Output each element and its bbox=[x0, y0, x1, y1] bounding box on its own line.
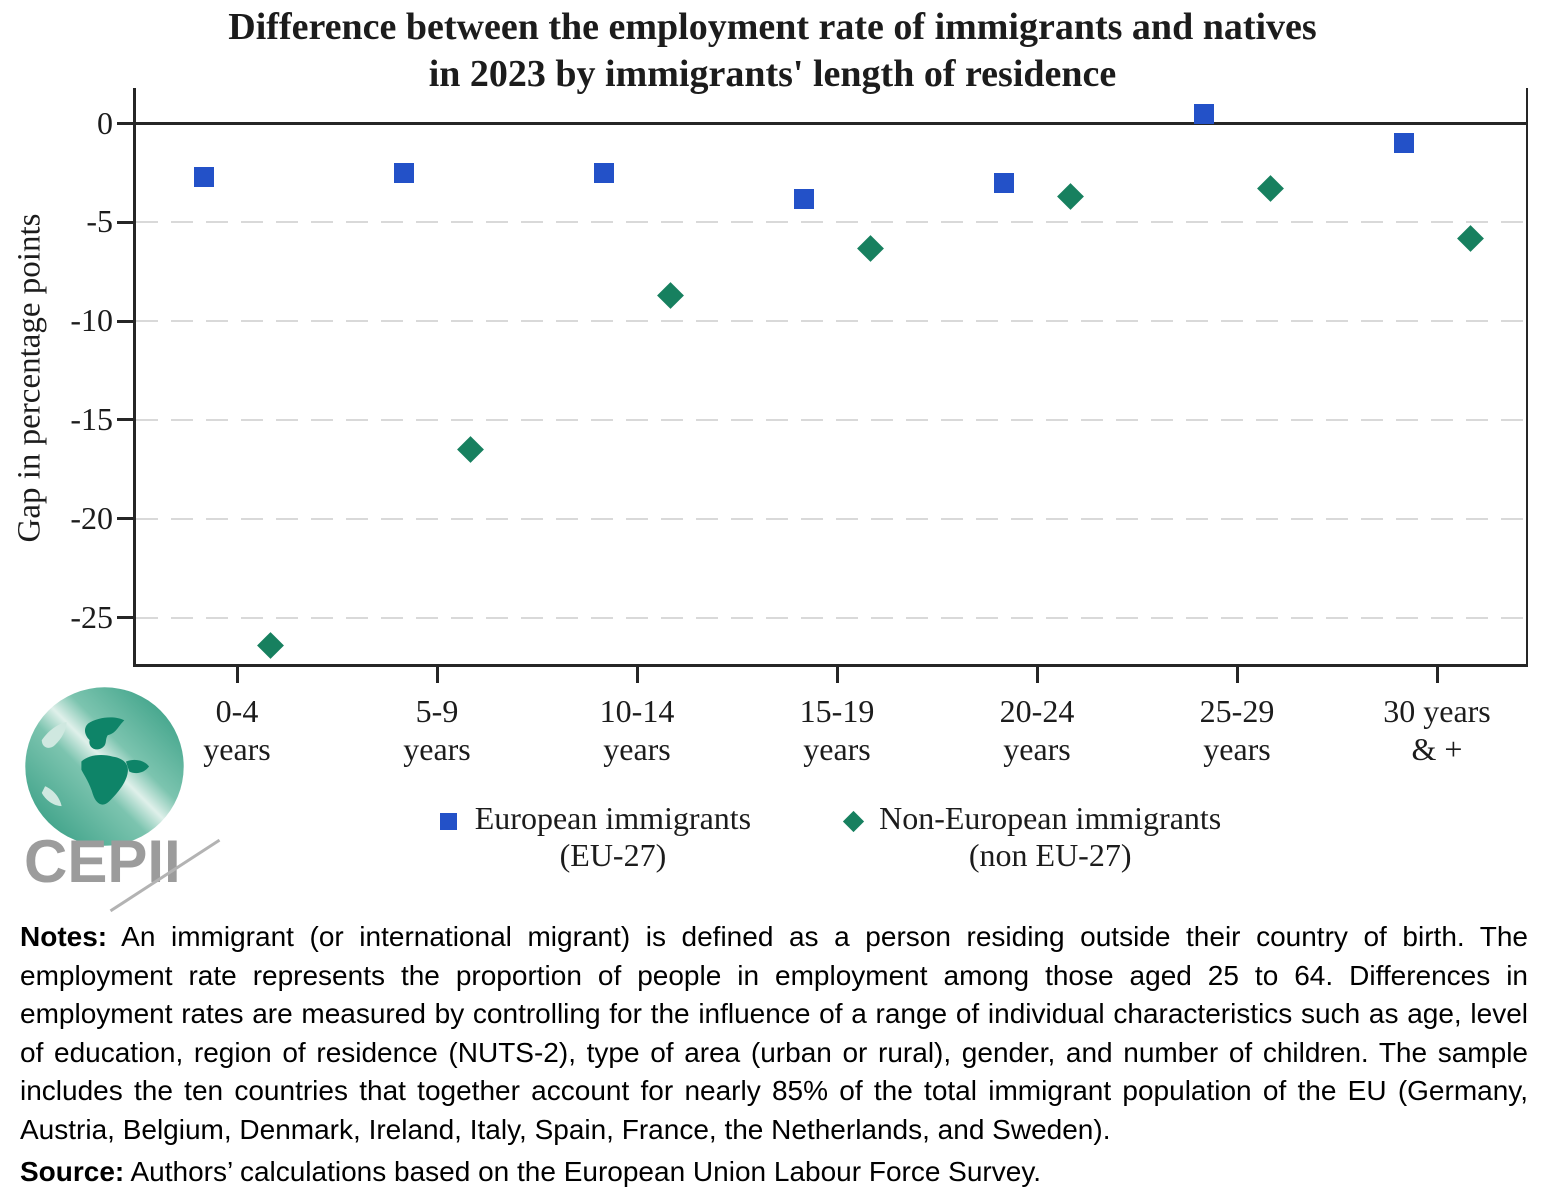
data-point-european-2 bbox=[594, 162, 614, 183]
x-tick-label-3-line1: 15-19 bbox=[799, 693, 875, 729]
source-text: Authors’ calculations based on the Europ… bbox=[130, 1156, 1042, 1187]
data-point-non-european-2 bbox=[656, 282, 684, 309]
x-tick-6 bbox=[1435, 667, 1439, 683]
x-tick-label-5: 25-29 years bbox=[1127, 692, 1347, 768]
x-tick-label-1-line2: years bbox=[403, 731, 471, 767]
x-tick-label-5-line2: years bbox=[1203, 731, 1271, 767]
gridline--15 bbox=[136, 418, 1528, 421]
x-tick-1 bbox=[435, 667, 439, 683]
x-tick-2 bbox=[635, 667, 639, 683]
cepii-logo: CEPII bbox=[22, 684, 232, 913]
y-tick--15 bbox=[117, 418, 133, 422]
x-tick-label-0: 0-4 years bbox=[127, 692, 347, 768]
x-tick-label-0-line1: 0-4 bbox=[215, 693, 259, 729]
y-tick--25 bbox=[117, 616, 133, 620]
x-tick-label-4: 20-24 years bbox=[927, 692, 1147, 768]
cepii-logo-text: CEPII bbox=[24, 828, 181, 895]
x-tick-5 bbox=[1235, 667, 1239, 683]
legend-label-non-european-line1: Non-European immigrants bbox=[879, 800, 1222, 836]
data-point-non-european-1 bbox=[456, 436, 484, 464]
source-label: Source: bbox=[20, 1156, 125, 1187]
y-tick-label--10: -10 bbox=[70, 302, 113, 339]
data-point-european-6 bbox=[1394, 133, 1414, 154]
data-point-non-european-6 bbox=[1456, 224, 1484, 252]
x-tick-label-3-line2: years bbox=[803, 731, 871, 767]
y-tick-label-0: 0 bbox=[97, 104, 113, 141]
legend-square-marker-icon bbox=[439, 813, 457, 830]
x-tick-label-6-line1: 30 years bbox=[1383, 693, 1491, 729]
chart-title: Difference between the employment rate o… bbox=[0, 4, 1545, 98]
legend-label-non-european-line2: (non EU-27) bbox=[968, 837, 1132, 873]
data-point-european-1 bbox=[394, 162, 414, 183]
legend-label-non-european: Non-European immigrants (non EU-27) bbox=[879, 800, 1221, 874]
x-tick-label-4-line2: years bbox=[1003, 731, 1071, 767]
x-tick-label-3: 15-19 years bbox=[727, 692, 947, 768]
zero-line bbox=[133, 122, 1528, 126]
y-tick-label--25: -25 bbox=[70, 598, 113, 635]
x-tick-label-2: 10-14 years bbox=[527, 692, 747, 768]
source-paragraph: Source: Authors’ calculations based on t… bbox=[20, 1153, 1528, 1192]
data-point-european-0 bbox=[194, 166, 214, 187]
x-tick-label-1: 5-9 years bbox=[327, 692, 547, 768]
x-tick-3 bbox=[835, 667, 839, 683]
y-tick--5 bbox=[117, 220, 133, 224]
y-axis-line bbox=[133, 88, 136, 667]
gridline--20 bbox=[136, 517, 1528, 520]
notes-block: Notes: An immigrant (or international mi… bbox=[20, 918, 1528, 1192]
y-tick-0 bbox=[117, 122, 133, 126]
gridline--5 bbox=[136, 221, 1528, 224]
y-tick-label--20: -20 bbox=[70, 499, 113, 536]
legend-item-european: European immigrants (EU-27) bbox=[439, 800, 751, 874]
x-tick-label-2-line2: years bbox=[603, 731, 671, 767]
x-tick-label-5-line1: 25-29 bbox=[1199, 693, 1275, 729]
gridline--25 bbox=[136, 616, 1528, 619]
data-point-non-european-0 bbox=[256, 631, 284, 659]
x-tick-label-1-line1: 5-9 bbox=[415, 693, 459, 729]
notes-paragraph: Notes: An immigrant (or international mi… bbox=[20, 918, 1528, 1149]
right-axis-line bbox=[1526, 88, 1528, 667]
x-tick-0 bbox=[235, 667, 239, 683]
legend-label-european-line1: European immigrants bbox=[474, 800, 752, 836]
x-axis-line bbox=[133, 664, 1528, 667]
y-tick--20 bbox=[117, 517, 133, 521]
y-tick--10 bbox=[117, 319, 133, 323]
x-tick-label-4-line1: 20-24 bbox=[999, 693, 1075, 729]
data-point-european-4 bbox=[994, 172, 1014, 193]
legend-item-non-european: Non-European immigrants (non EU-27) bbox=[843, 800, 1221, 874]
x-tick-label-0-line2: years bbox=[203, 731, 271, 767]
y-tick-label--15: -15 bbox=[70, 400, 113, 437]
notes-text: An immigrant (or international migrant) … bbox=[20, 921, 1529, 1145]
data-point-non-european-4 bbox=[1056, 183, 1084, 211]
y-tick-label--5: -5 bbox=[86, 203, 113, 240]
data-point-non-european-5 bbox=[1256, 175, 1284, 203]
x-tick-4 bbox=[1035, 667, 1039, 683]
data-point-non-european-3 bbox=[856, 234, 884, 262]
globe-icon bbox=[25, 687, 184, 846]
data-point-european-5 bbox=[1194, 103, 1214, 124]
notes-label: Notes: bbox=[20, 921, 108, 952]
chart-title-line1: Difference between the employment rate o… bbox=[228, 6, 1317, 48]
gridline--10 bbox=[136, 320, 1528, 323]
x-tick-label-6: 30 years & + bbox=[1327, 692, 1545, 768]
x-tick-label-2-line1: 10-14 bbox=[599, 693, 675, 729]
legend: European immigrants (EU-27) Non-European… bbox=[133, 800, 1528, 874]
legend-label-european: European immigrants (EU-27) bbox=[475, 800, 751, 874]
x-tick-label-6-line2: & + bbox=[1411, 731, 1463, 767]
data-point-european-3 bbox=[794, 188, 814, 209]
legend-diamond-marker-icon bbox=[843, 810, 865, 833]
legend-label-european-line2: (EU-27) bbox=[559, 837, 667, 873]
chart-title-line2: in 2023 by immigrants' length of residen… bbox=[428, 53, 1117, 95]
